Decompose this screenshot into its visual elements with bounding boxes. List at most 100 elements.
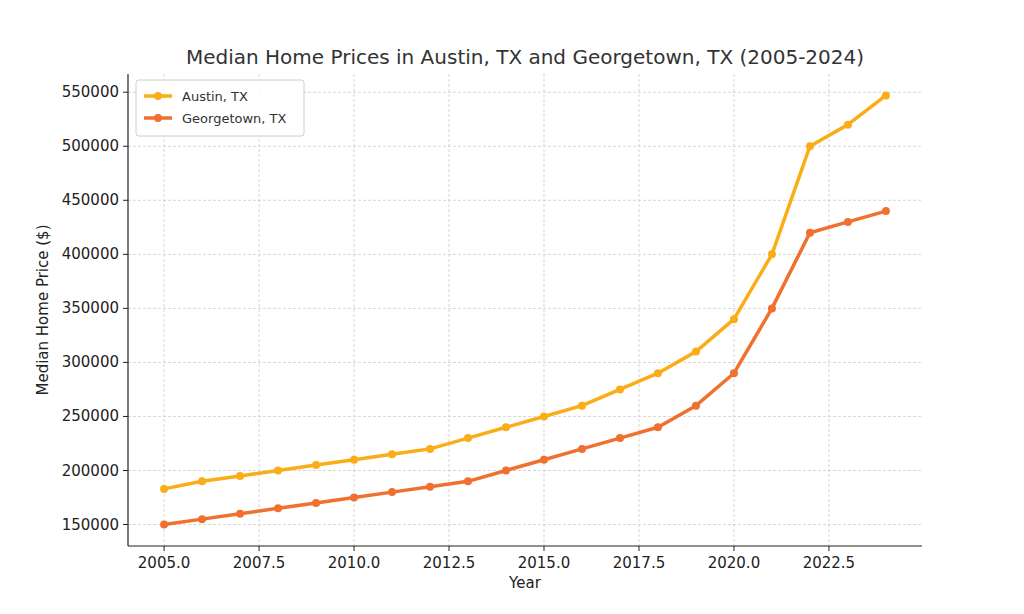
series-marker [692,402,700,410]
x-grid-line [638,74,639,546]
x-tick-label: 2010.0 [328,554,381,572]
legend-label: Austin, TX [182,89,248,104]
x-tick-label: 2020.0 [708,554,761,572]
y-grid-line [128,254,922,255]
legend-swatch-marker [154,92,162,100]
y-tick-label: 400000 [62,245,119,263]
y-tick [123,200,128,201]
series-marker [350,494,358,502]
y-grid-line [128,200,922,201]
y-tick-label: 250000 [62,407,119,425]
y-grid-line [128,308,922,309]
series-marker [502,467,510,475]
y-axis-label: Median Home Price ($) [34,225,52,396]
x-grid-line [828,74,829,546]
series-marker [426,483,434,491]
x-tick [449,546,450,551]
series-marker [540,412,548,420]
legend-label: Georgetown, TX [182,111,287,126]
series-marker [274,467,282,475]
series-marker [654,369,662,377]
series-marker [388,488,396,496]
y-tick [123,362,128,363]
y-grid-line [128,362,922,363]
series-marker [578,402,586,410]
series-marker [236,510,244,518]
series-marker [844,218,852,226]
x-tick [164,546,165,551]
legend-swatch-marker [154,114,162,122]
y-tick [123,416,128,417]
series-marker [426,445,434,453]
series-marker [730,369,738,377]
series-marker [236,472,244,480]
y-tick [123,524,128,525]
x-tick-label: 2007.5 [233,554,286,572]
y-tick [123,308,128,309]
title: Median Home Prices in Austin, TX and Geo… [186,45,864,69]
series-marker [312,461,320,469]
series-marker [540,456,548,464]
series-marker [882,207,890,215]
series-marker [806,229,814,237]
series-marker [198,515,206,523]
series-marker [502,423,510,431]
data [160,91,890,528]
y-grid-line [128,146,922,147]
series-marker [616,434,624,442]
y-tick [123,254,128,255]
series-marker [388,450,396,458]
x-tick [638,546,639,551]
series-marker [160,485,168,493]
y-tick-label: 150000 [62,516,119,534]
series-marker [350,456,358,464]
series-marker [806,142,814,150]
series-marker [844,121,852,129]
series-marker [616,385,624,393]
x-tick [259,546,260,551]
series-marker [654,423,662,431]
chart: 2005.0 2007.5 2010.0 2012.5 2015.0 2017.5 2020… [0,0,1024,614]
x-axis-line [128,545,922,546]
series-marker [274,504,282,512]
y-grid-line [128,416,922,417]
series-marker [882,91,890,99]
y-grid-line [128,524,922,525]
x-grid-line [449,74,450,546]
x-grid-line [354,74,355,546]
series-marker [160,521,168,529]
x-tick-label: 2015.0 [518,554,571,572]
series-marker [312,499,320,507]
series-marker [768,304,776,312]
y-tick-label: 300000 [62,353,119,371]
x-tick [543,546,544,551]
y-tick-label: 550000 [62,83,119,101]
axes: 2005.0 2007.5 2010.0 2012.5 2015.0 2017.5 2020… [62,74,922,572]
series-line [164,211,886,524]
legend-box [136,80,304,136]
series-marker [768,250,776,258]
y-tick-label: 350000 [62,299,119,317]
x-axis-label: Year [508,574,542,592]
series-marker [464,477,472,485]
y-tick-label: 450000 [62,191,119,209]
y-tick [123,146,128,147]
y-axis-line [127,74,128,546]
x-grid-line [259,74,260,546]
x-tick [354,546,355,551]
legend: Austin, TX Georgetown, TX [136,80,304,136]
series-marker [198,477,206,485]
series-line [164,95,886,488]
x-grid-line [543,74,544,546]
series-marker [464,434,472,442]
x-grid-line [164,74,165,546]
x-tick-label: 2005.0 [138,554,191,572]
series-marker [692,348,700,356]
x-tick-label: 2012.5 [423,554,476,572]
series-marker [578,445,586,453]
y-tick-label: 500000 [62,137,119,155]
x-tick [733,546,734,551]
y-grid-line [128,470,922,471]
x-tick-label: 2017.5 [613,554,666,572]
x-grid-line [733,74,734,546]
